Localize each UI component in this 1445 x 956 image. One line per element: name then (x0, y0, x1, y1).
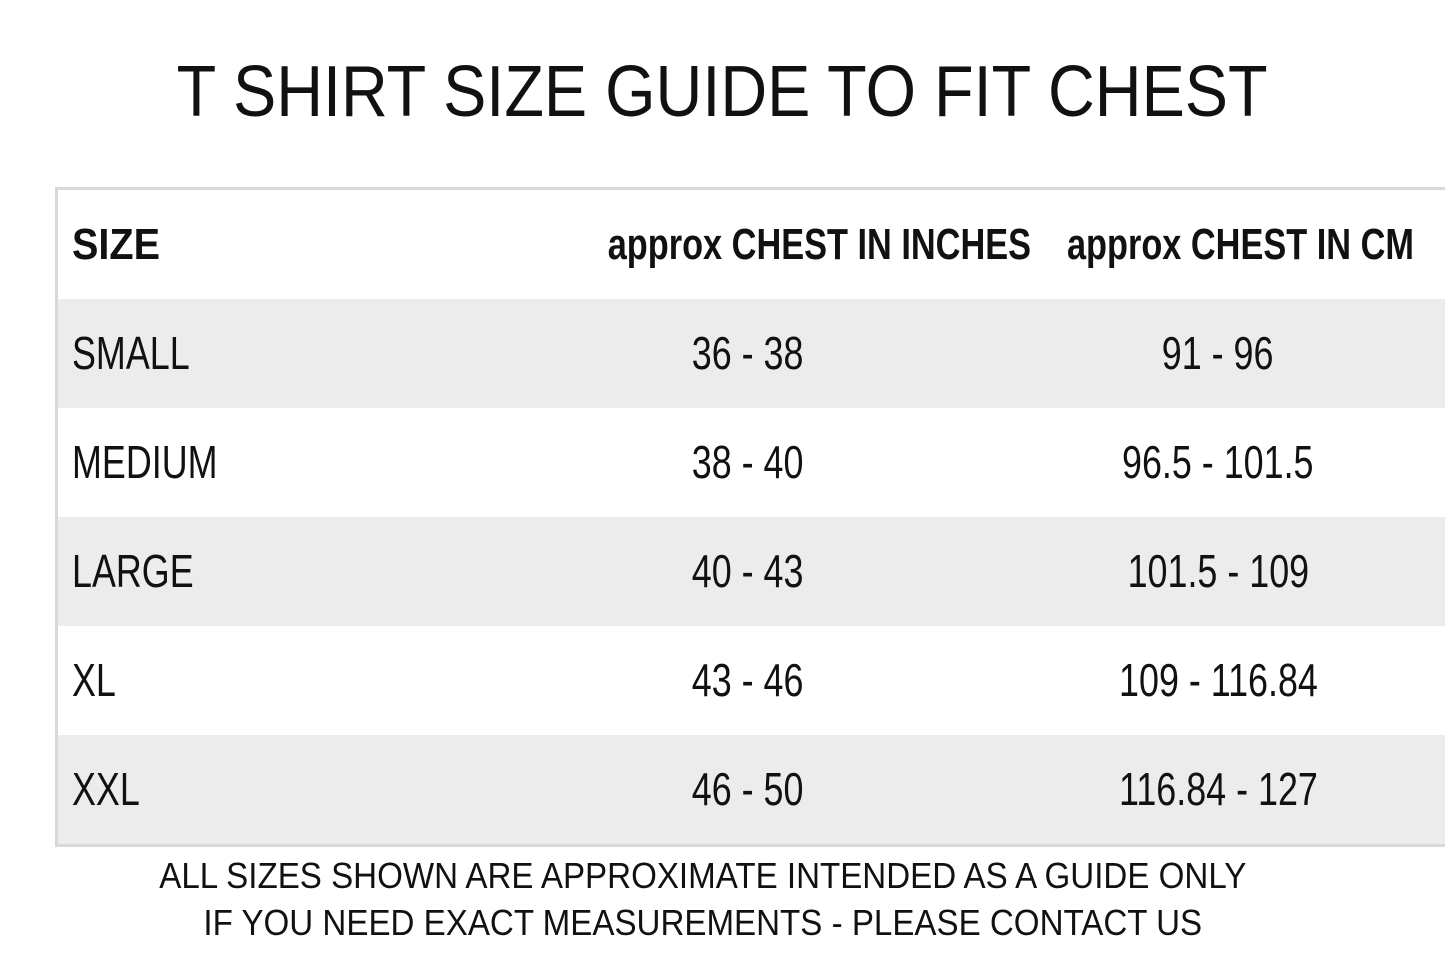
table-row: SMALL 36 - 38 91 - 96 (58, 299, 1445, 408)
header-text: SIZE (72, 220, 161, 269)
cell-text: 101.5 - 109 (1127, 545, 1309, 597)
table-cell: 38 - 40 (548, 408, 948, 517)
header-cell: approx CHEST IN INCHES (548, 190, 1031, 299)
table-cell: 36 - 38 (548, 299, 948, 408)
table-cell: 91 - 96 (1018, 299, 1418, 408)
table-cell: 96.5 - 101.5 (1018, 408, 1418, 517)
table-row: XL 43 - 46 109 - 116.84 (58, 626, 1445, 735)
title: T SHIRT SIZE GUIDE TO FIT CHEST (0, 52, 1445, 132)
table-cell: MEDIUM (72, 408, 259, 517)
cell-text: 38 - 40 (692, 436, 804, 488)
cell-text: 43 - 46 (692, 654, 804, 706)
cell-text: LARGE (72, 545, 194, 597)
table-row: MEDIUM 38 - 40 96.5 - 101.5 (58, 408, 1445, 517)
footer-line: ALL SIZES SHOWN ARE APPROXIMATE INTENDED… (0, 852, 1405, 899)
table-cell: XL (72, 626, 128, 735)
cell-text: 36 - 38 (692, 327, 804, 379)
cell-text: 91 - 96 (1162, 327, 1274, 379)
cell-text: XL (72, 654, 116, 706)
footer-text: IF YOU NEED EXACT MEASUREMENTS - PLEASE … (203, 902, 1202, 943)
cell-text: 109 - 116.84 (1118, 654, 1318, 706)
cell-text: 46 - 50 (692, 763, 804, 815)
header-text: approx CHEST IN CM (1066, 220, 1414, 269)
table-cell: XXL (72, 735, 159, 844)
table-cell: 40 - 43 (548, 517, 948, 626)
table-cell: 43 - 46 (548, 626, 948, 735)
table-cell: SMALL (72, 299, 223, 408)
size-table: SIZE approx CHEST IN INCHES approx CHEST I… (55, 187, 1445, 847)
table-row: LARGE 40 - 43 101.5 - 109 (58, 517, 1445, 626)
header-text: approx CHEST IN INCHES (607, 220, 1032, 269)
cell-text: 116.84 - 127 (1118, 763, 1318, 815)
cell-text: SMALL (72, 327, 190, 379)
table-cell: LARGE (72, 517, 228, 626)
table-row: XXL 46 - 50 116.84 - 127 (58, 735, 1445, 844)
cell-text: 40 - 43 (692, 545, 804, 597)
cell-text: MEDIUM (72, 436, 218, 488)
table-cell: 109 - 116.84 (1018, 626, 1418, 735)
header-row: SIZE approx CHEST IN INCHES approx CHEST I… (58, 190, 1445, 299)
footer-text: ALL SIZES SHOWN ARE APPROXIMATE INTENDED… (158, 855, 1247, 896)
footer: ALL SIZES SHOWN ARE APPROXIMATE INTENDED… (0, 852, 1405, 946)
header-cell: approx CHEST IN CM (1018, 190, 1418, 299)
title-text: T SHIRT SIZE GUIDE TO FIT CHEST (176, 52, 1268, 132)
cell-text: 96.5 - 101.5 (1122, 436, 1314, 488)
cell-text: XXL (72, 763, 140, 815)
header-cell: SIZE (72, 190, 170, 299)
table-cell: 46 - 50 (548, 735, 948, 844)
footer-line: IF YOU NEED EXACT MEASUREMENTS - PLEASE … (0, 899, 1405, 946)
table-cell: 116.84 - 127 (1018, 735, 1418, 844)
table-cell: 101.5 - 109 (1018, 517, 1418, 626)
